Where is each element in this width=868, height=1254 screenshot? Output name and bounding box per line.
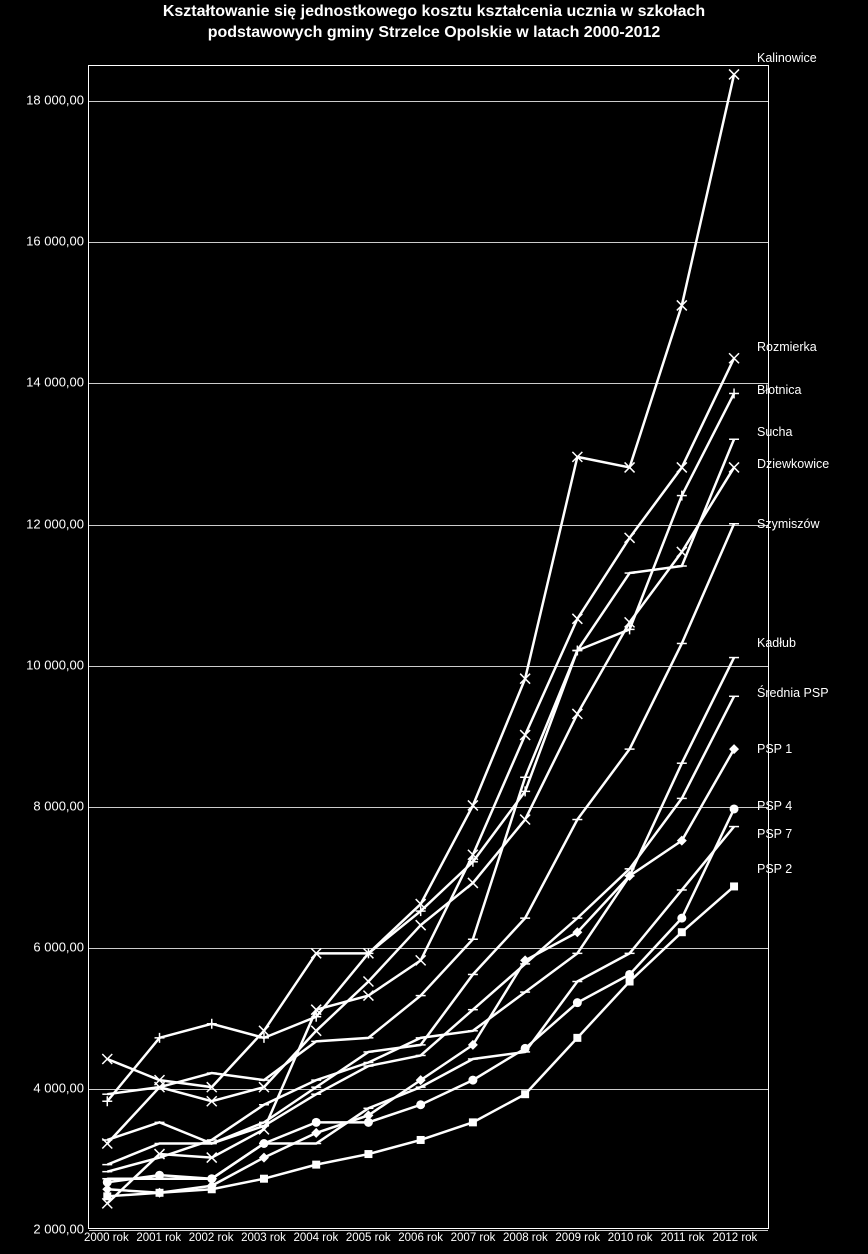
chart-lines xyxy=(89,66,768,1228)
series-label: Średnia PSP xyxy=(757,686,829,700)
chart-title: Kształtowanie się jednostkowego kosztu k… xyxy=(0,0,868,50)
series-label: Rozmierka xyxy=(757,340,817,354)
x-tick-label: 2002 rok xyxy=(189,1232,234,1244)
y-tick-label: 6 000,00 xyxy=(4,939,84,954)
y-tick-label: 8 000,00 xyxy=(4,798,84,813)
x-tick-label: 2007 rok xyxy=(451,1232,496,1244)
y-tick-label: 18 000,00 xyxy=(4,93,84,108)
title-line-2: podstawowych gminy Strzelce Opolskie w l… xyxy=(208,24,661,41)
x-tick-label: 2012 rok xyxy=(713,1232,758,1244)
x-tick-label: 2010 rok xyxy=(608,1232,653,1244)
series-label: PSP 4 xyxy=(757,799,792,813)
x-tick-label: 2006 rok xyxy=(398,1232,443,1244)
x-tick-label: 2011 rok xyxy=(661,1232,705,1244)
y-tick-label: 10 000,00 xyxy=(4,657,84,672)
gridline xyxy=(89,525,768,526)
series-label: Sucha xyxy=(757,425,792,439)
series-label: PSP 1 xyxy=(757,742,792,756)
series-label: PSP 7 xyxy=(757,827,792,841)
y-tick-label: 4 000,00 xyxy=(4,1080,84,1095)
x-tick-label: 2005 rok xyxy=(346,1232,391,1244)
series-label: Szymiszów xyxy=(757,517,820,531)
x-tick-label: 2001 rok xyxy=(136,1232,181,1244)
gridline xyxy=(89,242,768,243)
title-line-1: Kształtowanie się jednostkowego kosztu k… xyxy=(163,3,705,20)
series-label: Kadłub xyxy=(757,636,796,650)
x-tick-label: 2008 rok xyxy=(503,1232,548,1244)
gridline xyxy=(89,101,768,102)
x-tick-label: 2009 rok xyxy=(555,1232,600,1244)
series-label: Błotnica xyxy=(757,383,801,397)
gridline xyxy=(89,948,768,949)
y-tick-label: 12 000,00 xyxy=(4,516,84,531)
plot-area xyxy=(88,65,769,1229)
gridline xyxy=(89,383,768,384)
y-tick-label: 16 000,00 xyxy=(4,234,84,249)
gridline xyxy=(89,1230,768,1231)
gridline xyxy=(89,666,768,667)
x-tick-label: 2003 rok xyxy=(241,1232,286,1244)
series-label: Kalinowice xyxy=(757,51,817,65)
y-tick-label: 2 000,00 xyxy=(4,1222,84,1237)
y-tick-label: 14 000,00 xyxy=(4,375,84,390)
x-tick-label: 2000 rok xyxy=(84,1232,129,1244)
x-tick-label: 2004 rok xyxy=(293,1232,338,1244)
series-label: PSP 2 xyxy=(757,862,792,876)
series-label: Dziewkowice xyxy=(757,457,829,471)
chart-container: Kształtowanie się jednostkowego kosztu k… xyxy=(0,0,868,1254)
gridline xyxy=(89,1089,768,1090)
gridline xyxy=(89,807,768,808)
